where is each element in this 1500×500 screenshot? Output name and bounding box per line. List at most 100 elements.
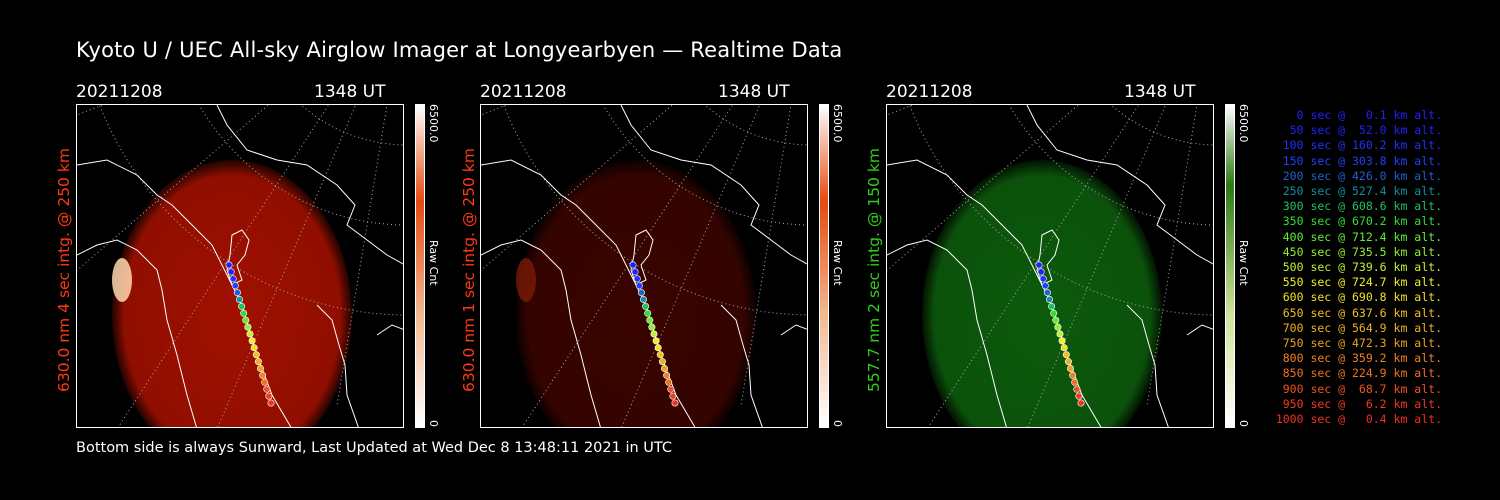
- legend-row: 850 sec @ 224.9 km alt.: [1275, 366, 1442, 381]
- trajectory-point: [667, 385, 675, 393]
- trajectory-point: [1062, 351, 1070, 359]
- trajectory-point: [648, 323, 656, 331]
- rocket-trajectory: [1035, 261, 1085, 407]
- panel-2-cbar-max: 6500.0: [831, 104, 844, 143]
- trajectory-point: [1067, 364, 1075, 372]
- legend-row: 950 sec @ 6.2 km alt.: [1275, 396, 1442, 411]
- legend-row: 900 sec @ 68.7 km alt.: [1275, 381, 1442, 396]
- panel-2-date: 20211208: [480, 82, 567, 102]
- trajectory-point: [1046, 296, 1054, 304]
- panel-2-colorbar: [819, 104, 829, 428]
- trajectory-point: [240, 309, 248, 317]
- panel-1-time: 1348 UT: [314, 82, 386, 102]
- trajectory-point: [629, 261, 637, 269]
- legend-row: 0 sec @ 0.1 km alt.: [1275, 108, 1442, 122]
- trajectory-point: [261, 378, 269, 386]
- panel-1-channel-label: 630.0 nm 4 sec intg. @ 250 km: [55, 148, 73, 392]
- trajectory-point: [652, 337, 660, 345]
- panel-2-channel-label: 630.0 nm 1 sec intg. @ 250 km: [460, 148, 478, 392]
- trajectory-point: [1060, 344, 1068, 352]
- trajectory-point: [1054, 323, 1062, 331]
- panel-1-cbar-max: 6500.0: [427, 104, 440, 143]
- panel-1-cbar-min: 0: [427, 420, 440, 427]
- legend-row: 350 sec @ 670.2 km alt.: [1275, 214, 1442, 229]
- trajectory-point: [1043, 289, 1051, 297]
- panel-1-date: 20211208: [76, 82, 163, 102]
- panel-3-cbar-max: 6500.0: [1237, 104, 1250, 143]
- legend-row: 100 sec @ 160.2 km alt.: [1275, 138, 1442, 153]
- trajectory-point: [658, 358, 666, 366]
- trajectory-point: [227, 268, 235, 276]
- trajectory-point: [254, 358, 262, 366]
- legend-row: 700 sec @ 564.9 km alt.: [1275, 320, 1442, 335]
- trajectory-point: [1056, 330, 1064, 338]
- trajectory-point: [635, 282, 643, 290]
- panel-1-allsky-image: [76, 104, 404, 428]
- trajectory-point: [665, 378, 673, 386]
- legend-row: 800 sec @ 359.2 km alt.: [1275, 351, 1442, 366]
- trajectory-point: [231, 282, 239, 290]
- legend-row: 600 sec @ 690.8 km alt.: [1275, 290, 1442, 305]
- trajectory-point: [257, 364, 265, 372]
- rocket-trajectory: [629, 261, 679, 407]
- trajectory-point: [1035, 261, 1043, 269]
- trajectory-point: [233, 289, 241, 297]
- trajectory-point: [259, 371, 267, 379]
- trajectory-point: [236, 296, 244, 304]
- lat-lon-grid: [887, 105, 1213, 427]
- panel-2-cbar-min: 0: [831, 420, 844, 427]
- trajectory-point: [631, 268, 639, 276]
- sky-image-disc: [516, 160, 756, 427]
- aurora-brightening: [112, 258, 132, 302]
- sky-image-disc: [112, 160, 352, 427]
- trajectory-point: [252, 351, 260, 359]
- trajectory-point: [1064, 358, 1072, 366]
- trajectory-point: [1073, 385, 1081, 393]
- trajectory-point: [633, 275, 641, 283]
- trajectory-point: [646, 316, 654, 324]
- legend-row: 1000 sec @ 0.4 km alt.: [1275, 412, 1442, 427]
- trajectory-point: [248, 337, 256, 345]
- trajectory-point: [263, 385, 271, 393]
- legend-row: 550 sec @ 724.7 km alt.: [1275, 275, 1442, 290]
- footer-note: Bottom side is always Sunward, Last Upda…: [76, 440, 673, 456]
- legend-row: 450 sec @ 735.5 km alt.: [1275, 244, 1442, 259]
- trajectory-point: [1071, 378, 1079, 386]
- legend-row: 150 sec @ 303.8 km alt.: [1275, 153, 1442, 168]
- allsky-map: [481, 105, 807, 427]
- legend-row: 500 sec @ 739.6 km alt.: [1275, 260, 1442, 275]
- panel-1-colorbar: [415, 104, 425, 428]
- trajectory-point: [1050, 309, 1058, 317]
- trajectory-point: [644, 309, 652, 317]
- lat-lon-grid: [481, 105, 807, 427]
- panel-1-cbar-unit: Raw Cnt: [427, 240, 440, 286]
- page-title: Kyoto U / UEC All-sky Airglow Imager at …: [76, 38, 843, 62]
- trajectory-point: [246, 330, 254, 338]
- panel-3-cbar-min: 0: [1237, 420, 1250, 427]
- trajectory-point: [1048, 302, 1056, 310]
- trajectory-point: [656, 351, 664, 359]
- trajectory-point: [1075, 392, 1083, 400]
- trajectory-point: [229, 275, 237, 283]
- panel-3-time: 1348 UT: [1124, 82, 1196, 102]
- trajectory-point: [1041, 282, 1049, 290]
- trajectory-legend: 0 sec @ 0.1 km alt. 50 sec @ 52.0 km alt…: [1262, 108, 1442, 427]
- trajectory-point: [267, 399, 275, 407]
- trajectory-point: [1069, 371, 1077, 379]
- panel-3-channel-label: 557.7 nm 2 sec intg. @ 150 km: [865, 148, 883, 392]
- trajectory-point: [671, 399, 679, 407]
- trajectory-point: [1077, 399, 1085, 407]
- trajectory-point: [650, 330, 658, 338]
- trajectory-point: [661, 364, 669, 372]
- trajectory-point: [642, 302, 650, 310]
- rocket-trajectory: [225, 261, 275, 407]
- panel-2-time: 1348 UT: [718, 82, 790, 102]
- legend-row: 300 sec @ 608.6 km alt.: [1275, 199, 1442, 214]
- panel-2-allsky-image: [480, 104, 808, 428]
- panel-2-cbar-unit: Raw Cnt: [831, 240, 844, 286]
- panel-3-date: 20211208: [886, 82, 973, 102]
- trajectory-point: [244, 323, 252, 331]
- trajectory-point: [265, 392, 273, 400]
- trajectory-point: [663, 371, 671, 379]
- trajectory-point: [654, 344, 662, 352]
